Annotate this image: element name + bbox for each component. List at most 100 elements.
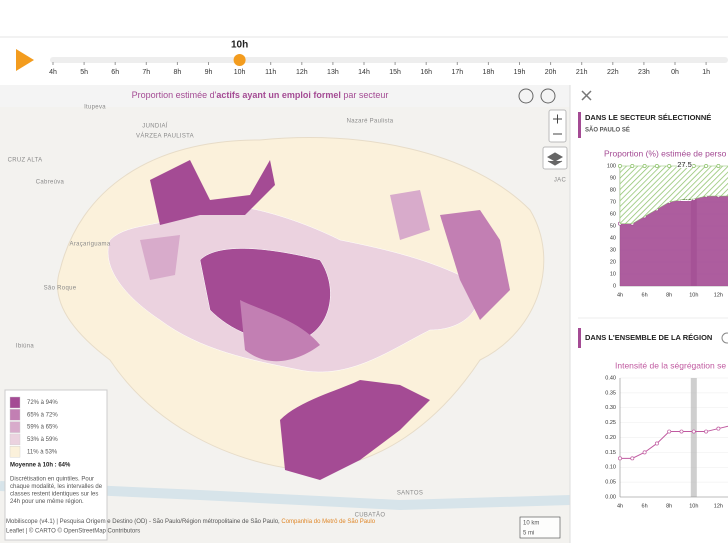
side-panel xyxy=(570,85,728,543)
y-tick-label: 50 xyxy=(610,223,616,229)
place-label: São Roque xyxy=(44,286,77,292)
hour-label: 20h xyxy=(545,69,557,76)
legend-swatch xyxy=(9,396,21,409)
attribution-part: Mobiliscope (v4.1) | Pesquisa Origem e D… xyxy=(6,519,281,525)
y-tick-label: 0.40 xyxy=(605,375,616,381)
scale-label: 10 km xyxy=(523,521,539,527)
legend-swatch xyxy=(9,421,21,433)
map-title-part: actifs ayant un emploi formel xyxy=(216,90,341,100)
place-label: Cabreúva xyxy=(36,180,65,186)
hour-label: 23h xyxy=(638,69,650,76)
y-tick-label: 40 xyxy=(610,235,616,241)
time-highlight xyxy=(690,378,697,497)
y-tick-label: 0 xyxy=(613,283,616,289)
point xyxy=(679,429,684,434)
region-heading: DANS L'ENSEMBLE DE LA RÉGION xyxy=(585,333,712,342)
y-tick-label: 0.35 xyxy=(605,390,616,396)
sector-area xyxy=(150,160,275,225)
point xyxy=(618,456,622,461)
map[interactable] xyxy=(0,85,570,543)
point xyxy=(679,164,684,168)
legend-label: 72% à 94% xyxy=(27,400,58,406)
timeline-handle[interactable] xyxy=(233,54,246,66)
y-tick-label: 0.10 xyxy=(605,465,616,471)
legend-mean: Moyenne à 10h : 64% xyxy=(10,463,71,469)
play-button[interactable] xyxy=(16,49,34,71)
area xyxy=(620,196,728,286)
point xyxy=(704,429,709,434)
value-label: 27.5 xyxy=(677,160,692,169)
place-label: Itupeva xyxy=(84,105,106,111)
close-button[interactable] xyxy=(581,90,592,101)
y-tick-label: 80 xyxy=(610,187,616,193)
sector-area xyxy=(390,190,430,240)
point xyxy=(667,164,672,168)
x-tick-label: 8h xyxy=(666,503,672,509)
sector-area xyxy=(440,210,510,320)
x-tick-label: 4h xyxy=(617,503,623,509)
info-button[interactable] xyxy=(518,88,534,104)
hour-label: 5h xyxy=(80,69,88,76)
layers-icon xyxy=(546,152,564,166)
x-tick-label: 4h xyxy=(617,292,623,298)
y-tick-label: 0.20 xyxy=(605,435,616,441)
y-tick-label: 0.25 xyxy=(605,420,616,426)
hour-label: 0h xyxy=(671,69,679,76)
y-tick-label: 90 xyxy=(610,175,616,181)
point xyxy=(716,426,721,431)
x-tick-label: 6h xyxy=(642,503,648,509)
point xyxy=(654,164,659,168)
map-title: Proportion estimée d'actifs ayant un emp… xyxy=(132,90,389,100)
current-hour: 10h xyxy=(231,40,248,51)
y-tick-label: 70 xyxy=(610,199,616,205)
y-tick-label: 0.05 xyxy=(605,480,616,486)
x-tick-label: 10h xyxy=(689,292,698,298)
legend-label: 53% à 59% xyxy=(27,437,58,443)
x-tick-label: 12h xyxy=(714,292,723,298)
legend-swatch xyxy=(9,433,21,446)
point xyxy=(667,429,672,434)
hour-label: 13h xyxy=(327,69,339,76)
y-tick-label: 60 xyxy=(610,211,616,217)
sector-area xyxy=(140,235,180,280)
sector-area xyxy=(280,380,430,480)
hour-label: 18h xyxy=(483,69,495,76)
timeline-track[interactable] xyxy=(50,57,728,63)
chart-title: Intensité de la ségrégation se xyxy=(615,360,726,370)
info-button[interactable] xyxy=(721,332,728,344)
x-tick-label: 8h xyxy=(666,292,672,298)
legend-label: 59% à 65% xyxy=(27,425,58,431)
legend-swatch xyxy=(9,409,21,421)
hour-label: 19h xyxy=(514,69,526,76)
point xyxy=(630,456,635,461)
legend-note: chaque modalité, les intervalles de xyxy=(10,484,103,490)
x-tick-label: 10h xyxy=(689,503,698,509)
point xyxy=(704,164,709,168)
legend-note: Discrétisation en quintiles. Pour xyxy=(10,477,94,483)
hour-label: 4h xyxy=(49,69,57,76)
scale-label: 5 mi xyxy=(523,531,534,537)
legend-label: 11% à 53% xyxy=(27,449,58,455)
hour-label: 8h xyxy=(174,69,182,76)
x-tick-label: 6h xyxy=(642,292,648,298)
point xyxy=(642,164,647,168)
area xyxy=(619,165,728,224)
hour-label: 15h xyxy=(389,69,401,76)
point xyxy=(654,441,659,446)
y-tick-label: 20 xyxy=(610,259,616,265)
hour-label: 14h xyxy=(358,69,370,76)
hour-label: 11h xyxy=(265,69,276,76)
place-label: CRUZ ALTA xyxy=(8,158,43,164)
download-button[interactable] xyxy=(540,88,556,104)
point xyxy=(716,164,721,168)
timeline xyxy=(16,49,728,71)
hour-label: 1h xyxy=(702,69,710,76)
hour-label: 17h xyxy=(451,69,463,76)
heading-bar xyxy=(578,328,581,348)
chart-title: Proportion (%) estimée de perso xyxy=(604,148,727,158)
place-label: VÁRZEA PAULISTA xyxy=(136,133,194,140)
attribution-link[interactable]: Companhia do Metrô de São Paulo xyxy=(281,519,375,525)
place-label: Nazaré Paulista xyxy=(347,119,394,125)
place-label: Araçariguama xyxy=(70,242,111,248)
